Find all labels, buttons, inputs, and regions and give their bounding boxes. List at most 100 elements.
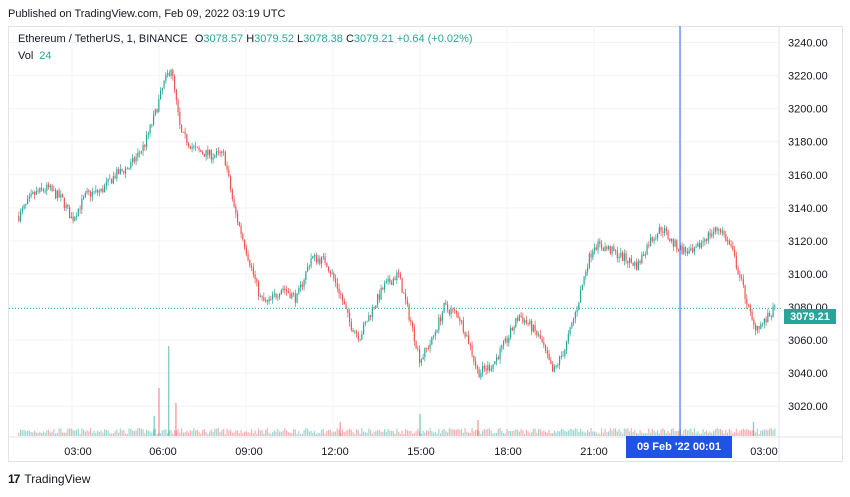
- x-tick-label: 18:00: [494, 446, 522, 458]
- volume-bar: [572, 430, 575, 436]
- candle-body: [179, 112, 181, 125]
- volume-bar: [504, 433, 506, 436]
- volume-bar: [357, 430, 359, 436]
- candle-body: [739, 274, 741, 278]
- volume-bar: [67, 428, 69, 436]
- volume-bar: [460, 429, 463, 436]
- volume-bar: [138, 428, 141, 436]
- candle-body: [266, 299, 268, 302]
- volume-bar: [543, 430, 545, 436]
- chart-frame[interactable]: [8, 26, 843, 462]
- volume-bar: [765, 429, 767, 436]
- volume-bar: [203, 428, 205, 436]
- candle-body: [105, 182, 107, 186]
- candle-body: [611, 246, 613, 254]
- volume-bar: [767, 430, 769, 436]
- candle-body: [600, 243, 603, 249]
- volume-bar: [208, 431, 211, 436]
- volume-bar: [126, 433, 128, 436]
- volume-label[interactable]: Vol: [18, 50, 34, 62]
- candle-body: [389, 278, 391, 283]
- candle-body: [634, 262, 636, 266]
- volume-bar: [728, 428, 730, 436]
- volume-bar: [166, 433, 169, 436]
- volume-spike: [477, 420, 479, 436]
- volume-bar: [82, 429, 85, 436]
- x-tick-label: 21:00: [580, 446, 608, 458]
- x-tick-label: 03:00: [64, 446, 92, 458]
- candle-body: [728, 240, 730, 245]
- volume-value: 24: [39, 50, 52, 62]
- candle-body: [35, 190, 37, 195]
- tradingview-logo-icon: 17: [8, 472, 20, 486]
- candle-body: [19, 211, 22, 222]
- volume-bar: [312, 432, 314, 436]
- volume-bar: [91, 432, 93, 436]
- volume-bar: [462, 432, 464, 436]
- volume-bar: [277, 428, 279, 436]
- y-tick-label: 3020.00: [788, 401, 828, 413]
- volume-bar: [142, 429, 144, 436]
- candle-body: [513, 327, 515, 331]
- candle-body: [621, 252, 624, 262]
- volume-bar: [565, 431, 568, 436]
- volume-bar: [739, 430, 741, 436]
- candle-body: [481, 366, 484, 374]
- volume-bar: [165, 429, 167, 436]
- candle-body: [691, 248, 694, 253]
- volume-bar: [683, 429, 685, 436]
- volume-bar: [331, 432, 333, 436]
- volume-bar: [569, 428, 571, 436]
- volume-bar: [445, 430, 447, 436]
- candle-body: [28, 196, 30, 199]
- candle-body: [284, 288, 286, 290]
- volume-bar: [742, 428, 744, 436]
- volume-bar: [110, 433, 113, 436]
- symbol-label[interactable]: Ethereum / TetherUS, 1, BINANCE: [18, 33, 188, 45]
- candle-body: [46, 184, 48, 191]
- volume-bar: [88, 431, 90, 436]
- candle-body: [473, 355, 475, 362]
- candle-body: [564, 349, 566, 356]
- volume-bar: [170, 430, 172, 436]
- candle-body: [571, 322, 573, 328]
- candle-body: [567, 334, 569, 341]
- candle-body: [194, 146, 197, 148]
- candle-body: [154, 109, 156, 115]
- candle-body: [292, 293, 295, 295]
- volume-bar: [453, 429, 456, 436]
- volume-bar: [415, 431, 417, 436]
- volume-bar: [639, 429, 641, 436]
- candle-body: [686, 251, 688, 254]
- volume-bar: [697, 431, 699, 436]
- volume-bar: [501, 430, 503, 436]
- volume-bar: [719, 428, 722, 436]
- volume-bar: [655, 432, 657, 436]
- candle-body: [646, 244, 648, 255]
- candle-body: [138, 152, 141, 154]
- volume-bar: [229, 429, 232, 436]
- candle-body: [413, 327, 415, 342]
- volume-bar: [217, 428, 219, 436]
- volume-bar: [210, 429, 212, 436]
- volume-bar: [264, 429, 267, 436]
- tradingview-logo[interactable]: 17 TradingView: [8, 472, 90, 486]
- candle-body: [165, 74, 167, 81]
- candle-body: [499, 348, 501, 360]
- candle-body: [623, 253, 625, 262]
- volume-spike: [419, 414, 421, 436]
- volume-bar: [403, 433, 405, 436]
- candle-body: [243, 239, 246, 248]
- candle-body: [375, 305, 377, 309]
- candle-body: [726, 240, 729, 242]
- candle-body: [285, 289, 288, 292]
- candle-body: [53, 189, 55, 191]
- volume-bar: [285, 430, 288, 436]
- volume-bar: [772, 430, 774, 436]
- volume-bar: [387, 429, 389, 436]
- volume-bar: [662, 428, 664, 436]
- volume-bar: [434, 431, 436, 436]
- candle-body: [667, 230, 669, 239]
- candle-body: [158, 99, 160, 112]
